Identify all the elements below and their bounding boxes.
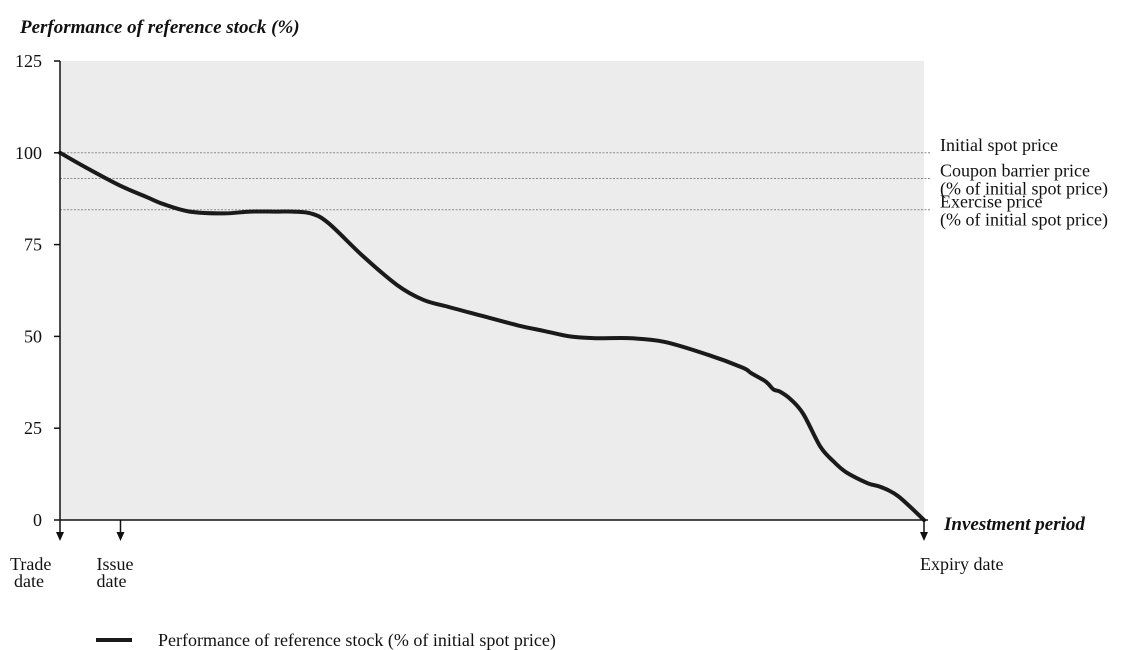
x-marker-arrow-head <box>920 532 928 541</box>
x-marker-label: date <box>14 571 44 591</box>
y-tick-label: 50 <box>24 326 42 346</box>
reference-line-label: (% of initial spot price) <box>940 210 1108 231</box>
x-marker-arrow-head <box>116 532 125 541</box>
y-axis-title: Performance of reference stock (%) <box>19 17 300 38</box>
x-marker-label: Issue <box>96 554 133 574</box>
reference-line-label: (% of initial spot price) <box>940 179 1108 200</box>
x-marker-label: date <box>96 571 126 591</box>
y-tick-label: 75 <box>24 235 42 255</box>
y-tick-label: 0 <box>33 510 42 530</box>
reference-line-label: Exercise price <box>940 192 1042 212</box>
series-line-reference-stock <box>58 150 926 522</box>
x-marker-arrow-head <box>56 532 64 541</box>
reference-line-label: Coupon barrier price <box>940 161 1090 181</box>
legend-label: Performance of reference stock (% of ini… <box>158 630 556 650</box>
x-marker-label: Trade <box>10 554 51 574</box>
x-marker-label: Expiry date <box>920 554 1003 574</box>
y-tick-label: 125 <box>15 51 42 71</box>
y-tick-label: 25 <box>24 418 42 438</box>
y-tick-label: 100 <box>15 143 42 163</box>
reference-line-label: Initial spot price <box>940 135 1058 155</box>
legend: Performance of reference stock (% of ini… <box>96 630 556 650</box>
plot-background <box>60 61 924 520</box>
y-axis-ticks: 0 25 50 75 100 125 <box>15 51 60 530</box>
x-axis-title: Investment period <box>943 514 1085 535</box>
